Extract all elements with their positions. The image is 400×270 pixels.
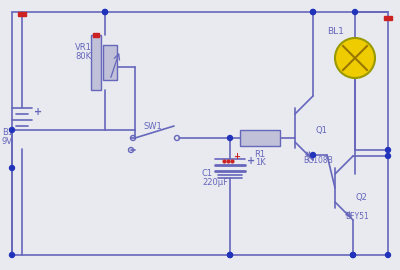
Circle shape xyxy=(102,9,108,15)
Circle shape xyxy=(310,153,316,157)
Text: BFY51: BFY51 xyxy=(345,212,369,221)
Text: R1: R1 xyxy=(254,150,266,159)
Circle shape xyxy=(228,252,232,258)
Text: 9V: 9V xyxy=(2,137,13,146)
Circle shape xyxy=(228,252,232,258)
Text: +: + xyxy=(247,156,255,166)
Text: B1: B1 xyxy=(2,128,13,137)
Text: 220μF: 220μF xyxy=(202,178,228,187)
Text: 80K: 80K xyxy=(75,52,91,61)
Circle shape xyxy=(10,252,14,258)
Circle shape xyxy=(102,9,108,15)
Circle shape xyxy=(352,9,358,15)
Circle shape xyxy=(10,127,14,133)
Text: VR1: VR1 xyxy=(75,43,92,52)
Text: +: + xyxy=(233,152,240,161)
Bar xyxy=(240,130,280,146)
Text: BL1: BL1 xyxy=(327,27,344,36)
Text: Q2: Q2 xyxy=(355,193,367,202)
Circle shape xyxy=(310,9,316,15)
Text: BC108B: BC108B xyxy=(303,156,333,165)
Circle shape xyxy=(10,166,14,170)
Text: C1: C1 xyxy=(202,169,213,178)
Bar xyxy=(93,33,99,37)
Circle shape xyxy=(386,154,390,158)
Bar xyxy=(103,45,117,80)
Circle shape xyxy=(335,38,375,78)
Circle shape xyxy=(386,252,390,258)
Text: 1K: 1K xyxy=(255,158,265,167)
Circle shape xyxy=(386,147,390,153)
Circle shape xyxy=(228,136,232,140)
Text: +: + xyxy=(34,107,42,117)
Circle shape xyxy=(350,252,356,258)
Circle shape xyxy=(310,9,316,15)
Circle shape xyxy=(350,252,356,258)
Text: SW1: SW1 xyxy=(143,122,162,131)
Bar xyxy=(18,12,26,16)
Bar xyxy=(91,35,101,90)
Bar xyxy=(384,16,392,20)
Text: Q1: Q1 xyxy=(315,126,327,135)
